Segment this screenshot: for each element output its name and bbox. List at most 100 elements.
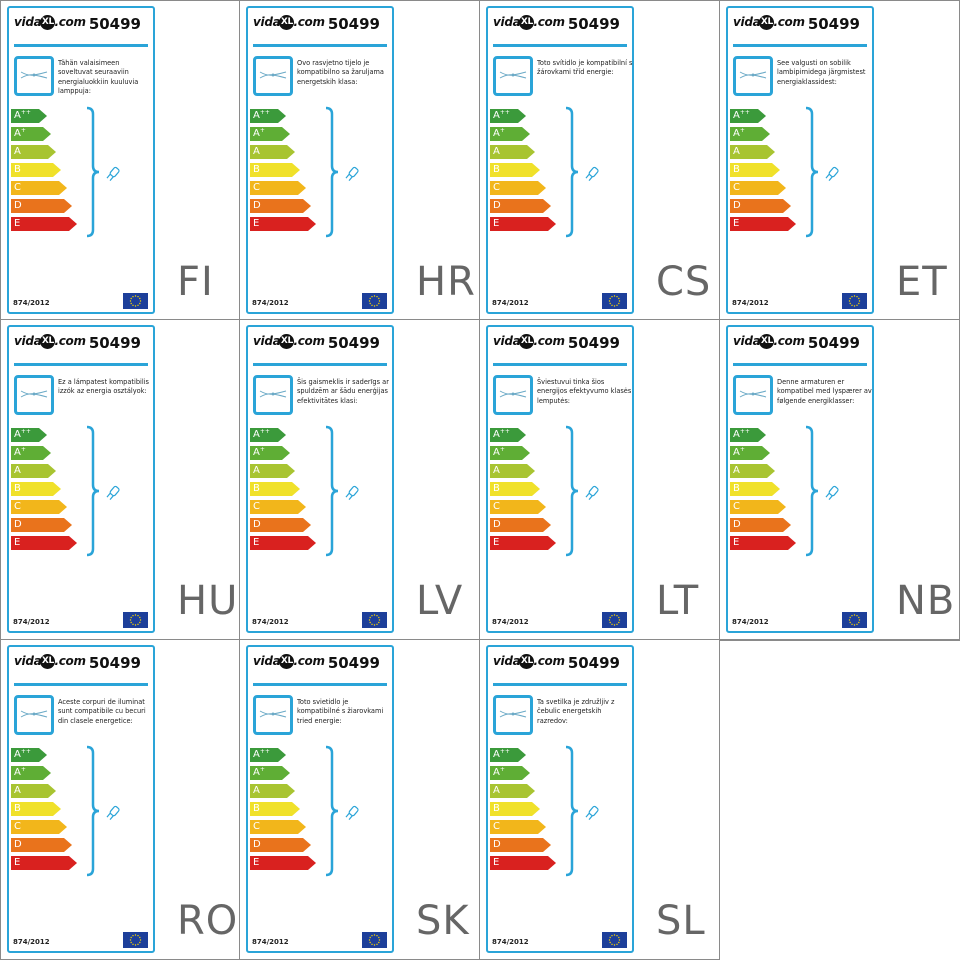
energy-class-suffix: +: [20, 127, 26, 134]
energy-class-letter: C: [493, 501, 500, 512]
energy-class-bar: C: [490, 820, 546, 834]
language-code: LV: [416, 578, 464, 624]
language-code: SK: [416, 898, 470, 944]
energy-class-suffix: ++: [259, 748, 270, 755]
brace-icon: [86, 425, 100, 557]
energy-class-letter: A: [253, 785, 260, 796]
energy-class-letter: A: [493, 146, 500, 157]
energy-class-letter: D: [253, 519, 261, 530]
model-number: 50499: [567, 334, 620, 352]
energy-class-letter: D: [493, 200, 501, 211]
energy-class-bar: A+: [11, 766, 51, 780]
label-cell: vidaXL.com 50499 Toto svietidlo je kompa…: [240, 640, 480, 960]
energy-class-suffix: +: [739, 127, 745, 134]
energy-class-letter: A: [493, 785, 500, 796]
energy-class-letter: C: [733, 182, 740, 193]
energy-label-card: vidaXL.com 50499 Toto svietidlo je kompa…: [246, 645, 394, 953]
energy-class-bar: D: [730, 518, 791, 532]
energy-class-letter: E: [253, 857, 260, 868]
regulation-number: 874/2012: [13, 938, 50, 946]
energy-label-card: vidaXL.com 50499 Ovo rasvjetno tijelo je…: [246, 6, 394, 314]
energy-class-bar: A: [250, 145, 295, 159]
energy-class-letter: D: [253, 839, 261, 850]
energy-class-bar: A: [11, 464, 56, 478]
compatibility-text: Denne armaturen er kompatibel med lyspær…: [777, 378, 872, 405]
energy-class-letter: A: [253, 128, 260, 139]
energy-class-bar: B: [490, 163, 540, 177]
bulb-icon: [825, 166, 839, 182]
energy-class-bar: B: [490, 802, 540, 816]
divider: [253, 683, 387, 686]
energy-class-bar: B: [250, 163, 300, 177]
light-fixture-icon: [253, 695, 293, 735]
energy-class-bar: A+: [11, 446, 51, 460]
energy-class-letter: B: [253, 483, 260, 494]
energy-class-bar: A+: [250, 127, 290, 141]
bulb-icon: [106, 485, 120, 501]
energy-class-bar: A: [730, 464, 775, 478]
energy-class-bar: C: [250, 820, 306, 834]
energy-label-card: vidaXL.com 50499 Tähän valaisimeen sovel…: [7, 6, 155, 314]
label-cell: vidaXL.com 50499 Aceste corpuri de ilumi…: [0, 640, 240, 960]
energy-class-bar: A+: [490, 127, 530, 141]
energy-class-bar: A: [490, 145, 535, 159]
energy-label-card: vidaXL.com 50499 Aceste corpuri de ilumi…: [7, 645, 155, 953]
vidaxl-logo: vidaXL.com: [493, 15, 565, 30]
energy-class-letter: A: [14, 146, 21, 157]
energy-class-letter: C: [253, 182, 260, 193]
energy-class-bar: C: [11, 820, 67, 834]
energy-class-bar: A+: [490, 766, 530, 780]
model-number: 50499: [327, 15, 380, 33]
energy-class-letter: C: [14, 501, 21, 512]
light-fixture-icon: [733, 375, 773, 415]
compatibility-text: See valgusti on sobilik lambipirnidega j…: [777, 59, 866, 86]
regulation-number: 874/2012: [13, 618, 50, 626]
energy-class-suffix: ++: [259, 428, 270, 435]
energy-class-letter: A: [493, 447, 500, 458]
energy-class-letter: E: [14, 857, 21, 868]
label-cell: vidaXL.com 50499 Šis gaismeklis ir sader…: [240, 320, 480, 640]
energy-class-bar: D: [250, 838, 311, 852]
energy-class-bar: A: [250, 464, 295, 478]
energy-class-letter: B: [733, 483, 740, 494]
energy-class-letter: A: [733, 110, 740, 121]
energy-label-card: vidaXL.com 50499 Ez a lámpatest kompatib…: [7, 325, 155, 633]
energy-class-bar: D: [11, 518, 72, 532]
eu-flag-icon: [842, 612, 867, 628]
energy-class-letter: C: [253, 821, 260, 832]
energy-class-bar: C: [730, 500, 786, 514]
regulation-number: 874/2012: [13, 299, 50, 307]
energy-class-letter: A: [493, 128, 500, 139]
regulation-number: 874/2012: [732, 618, 769, 626]
energy-class-letter: A: [253, 146, 260, 157]
energy-class-bar: A+: [490, 446, 530, 460]
regulation-number: 874/2012: [252, 618, 289, 626]
energy-class-letter: C: [14, 182, 21, 193]
energy-class-bar: A++: [250, 748, 286, 762]
energy-class-bar: E: [490, 536, 556, 550]
energy-class-letter: E: [493, 537, 500, 548]
compatibility-text: Toto svietidlo je kompatibilné s žiarovk…: [297, 698, 384, 725]
model-number: 50499: [807, 334, 860, 352]
energy-class-letter: D: [14, 200, 22, 211]
energy-class-letter: C: [14, 821, 21, 832]
light-fixture-icon: [14, 695, 54, 735]
brace-icon: [565, 425, 579, 557]
energy-class-letter: A: [14, 767, 21, 778]
light-fixture-icon: [493, 695, 533, 735]
energy-class-letter: A: [253, 767, 260, 778]
energy-class-bar: E: [250, 536, 316, 550]
energy-class-letter: B: [14, 803, 21, 814]
regulation-number: 874/2012: [732, 299, 769, 307]
energy-class-letter: D: [493, 519, 501, 530]
energy-class-bar: A: [730, 145, 775, 159]
eu-flag-icon: [362, 293, 387, 309]
energy-class-letter: C: [493, 182, 500, 193]
energy-class-letter: D: [253, 200, 261, 211]
brace-icon: [325, 745, 339, 877]
energy-class-bar: A++: [11, 109, 47, 123]
divider: [493, 363, 627, 366]
energy-label-card: vidaXL.com 50499 Šviestuvui tinka šios e…: [486, 325, 634, 633]
energy-class-letter: A: [253, 447, 260, 458]
